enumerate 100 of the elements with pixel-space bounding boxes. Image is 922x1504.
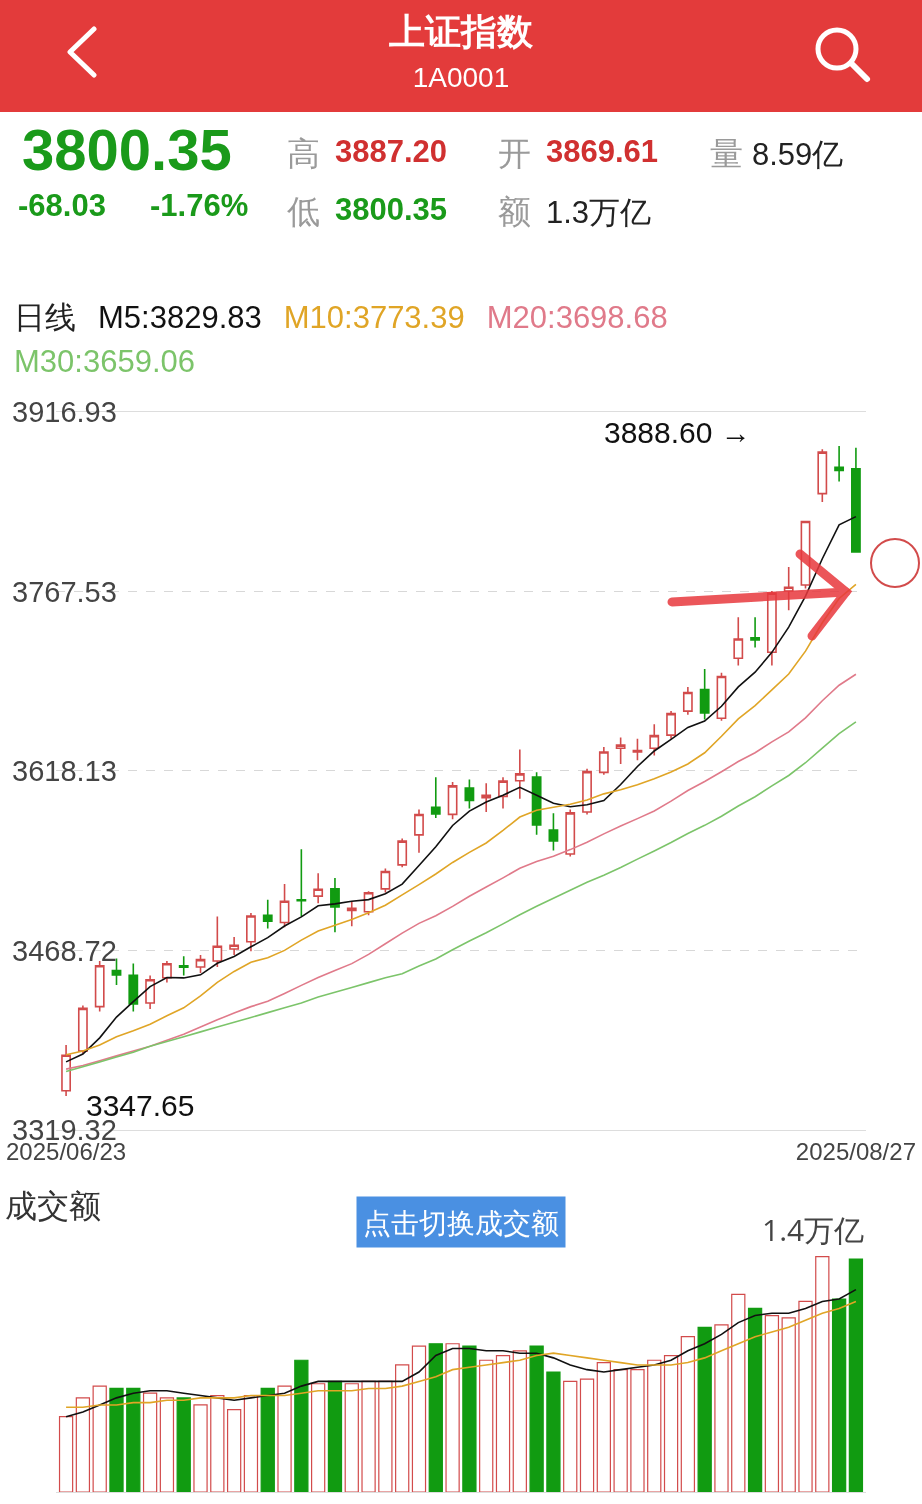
bar: [731, 1293, 746, 1492]
bar: [327, 1380, 343, 1492]
text: 3800.35: [22, 116, 232, 183]
bar: [630, 1369, 645, 1492]
candlestick: [397, 837, 408, 869]
bar: [142, 1392, 158, 1492]
candlestick: [414, 808, 424, 854]
bar: [596, 1361, 611, 1492]
candlestick: [834, 445, 845, 483]
x-tick-label: 2025/08/27: [795, 1137, 916, 1165]
candlestick: [548, 812, 559, 852]
bar: [764, 1314, 780, 1492]
candlestick: [61, 1044, 71, 1097]
bar: [428, 1343, 443, 1492]
bar: [58, 1416, 74, 1492]
bar: [344, 1383, 359, 1492]
bar: [479, 1359, 494, 1492]
bar: [815, 1256, 830, 1492]
candlestick: [582, 767, 592, 816]
candlestick: [346, 900, 357, 927]
candlestick: [313, 872, 324, 905]
bar: [277, 1385, 292, 1492]
text: -1.76%: [150, 188, 249, 224]
text: 低: [287, 192, 320, 232]
text: 点击切换成交额: [363, 1203, 559, 1241]
text: M30:3659.06: [14, 343, 195, 381]
y-tick-label: 3767.53: [12, 576, 117, 608]
bar: [848, 1258, 864, 1492]
candlestick: [162, 960, 172, 984]
candlestick: [851, 446, 861, 553]
chart-title: 上证指数: [388, 10, 534, 54]
candlestick: [666, 710, 676, 740]
bar: [647, 1359, 662, 1492]
candlestick: [514, 748, 525, 800]
text: 3887.20: [335, 134, 448, 170]
bar: [226, 1409, 242, 1492]
candlestick: [430, 776, 441, 819]
bar: [126, 1387, 141, 1492]
bar: [579, 1378, 595, 1492]
bar: [411, 1345, 427, 1492]
candlestick: [615, 736, 626, 765]
candlestick: [817, 448, 828, 503]
candlestick: [262, 898, 273, 930]
bar: [243, 1394, 259, 1492]
text: 1.4万亿: [762, 1209, 865, 1250]
candlestick: [246, 912, 256, 953]
candlestick: [464, 778, 475, 810]
candlestick: [94, 960, 105, 1013]
candlestick: [632, 737, 643, 762]
candlestick: [733, 616, 744, 667]
bar: [109, 1387, 124, 1492]
text: 3869.61: [546, 134, 659, 170]
y-tick-label: 3916.93: [12, 396, 117, 428]
bar: [176, 1397, 191, 1492]
bar: [563, 1380, 578, 1492]
candlestick: [750, 616, 760, 649]
candlestick: [682, 686, 693, 716]
bar: [663, 1354, 679, 1492]
bar: [193, 1404, 208, 1492]
bar: [680, 1336, 696, 1492]
candlestick: [481, 782, 492, 813]
bar: [747, 1307, 763, 1492]
bar: [311, 1383, 326, 1492]
bar: [697, 1326, 712, 1492]
text: M10:3773.39: [283, 299, 465, 337]
candlestick: [296, 848, 307, 918]
candlestick: [598, 746, 609, 776]
bar: [462, 1345, 477, 1492]
bar: [798, 1300, 813, 1492]
bar: [546, 1371, 561, 1492]
text: -68.03: [18, 188, 106, 224]
y-tick-label: 3618.13: [12, 755, 117, 787]
bar: [361, 1380, 376, 1492]
bar: [75, 1397, 91, 1492]
text: 3800.35: [335, 192, 448, 228]
candlestick: [380, 867, 391, 894]
bar: [831, 1298, 847, 1492]
candlestick: [565, 808, 576, 858]
bar: [294, 1359, 309, 1492]
candlestick: [178, 955, 189, 977]
bar: [159, 1397, 175, 1492]
candlestick: [447, 781, 458, 821]
bar: [714, 1324, 729, 1492]
bar: [395, 1364, 410, 1492]
candlestick: [212, 915, 223, 968]
y-tick-label: 3468.72: [12, 935, 117, 967]
candlestick: [330, 877, 340, 933]
bar: [260, 1387, 275, 1492]
bar: [92, 1385, 107, 1492]
text: M20:3698.68: [486, 299, 668, 337]
candlestick: [531, 771, 542, 836]
candlestick: [229, 936, 240, 956]
annotation: 3888.60 →: [604, 416, 751, 449]
text: 1.3万亿: [546, 194, 652, 232]
text: 8.59亿: [752, 136, 844, 174]
chart-title: 成交额: [4, 1183, 101, 1227]
text: 高: [287, 134, 320, 174]
bar: [512, 1350, 527, 1492]
candlestick: [145, 974, 156, 1010]
candlestick: [783, 566, 794, 611]
